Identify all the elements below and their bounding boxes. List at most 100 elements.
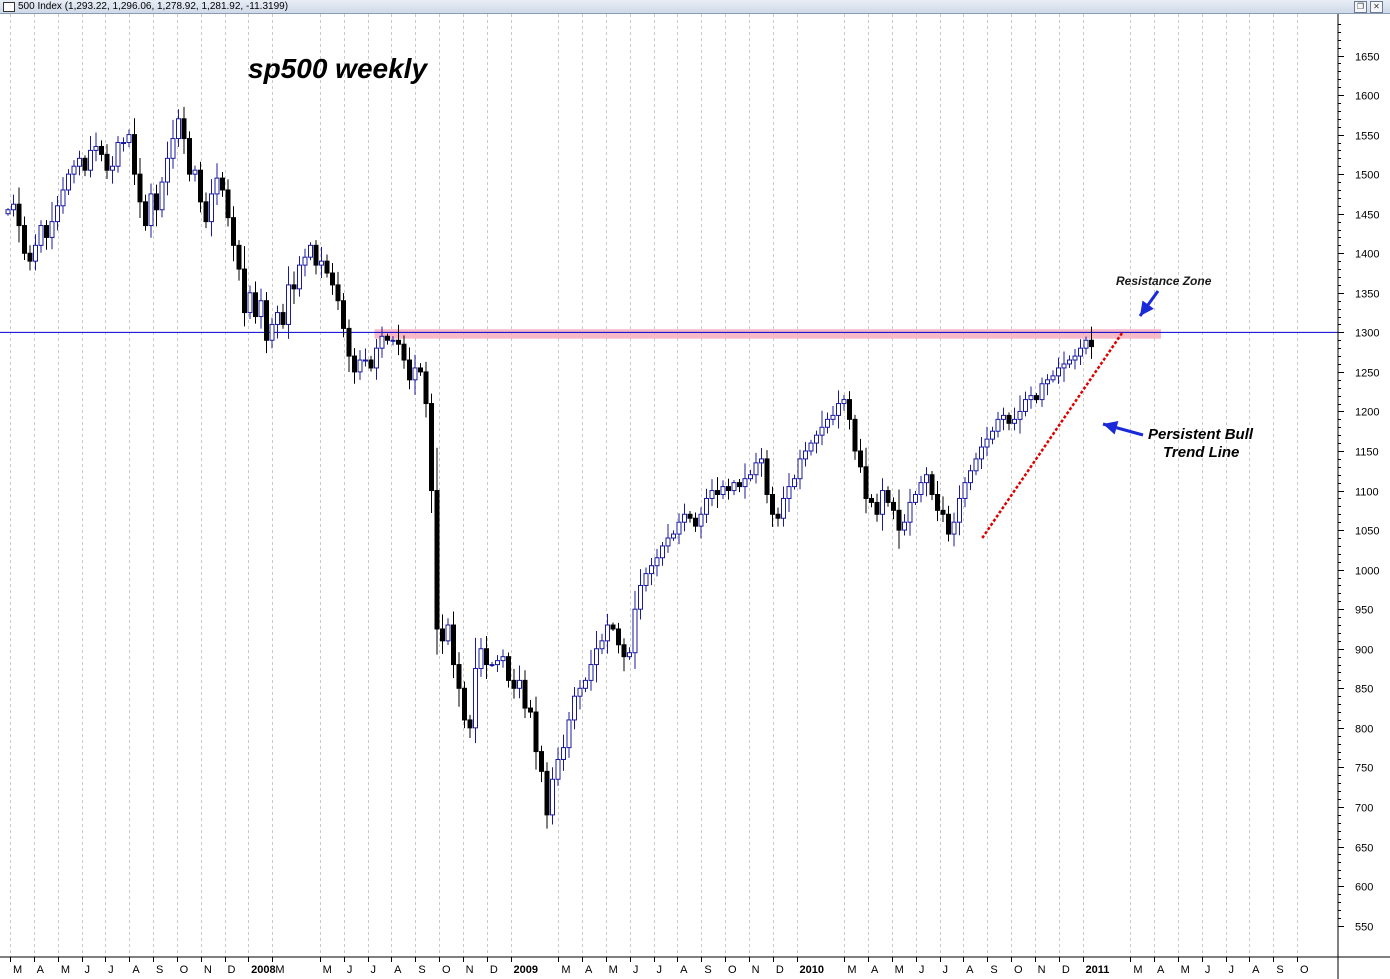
restore-button[interactable]: ❐ bbox=[1354, 1, 1367, 13]
y-tick-label: 1300 bbox=[1355, 328, 1379, 340]
candle-body bbox=[643, 573, 649, 586]
candle-body bbox=[451, 624, 456, 666]
candle-body bbox=[429, 403, 434, 492]
x-tick-label: O bbox=[728, 964, 737, 976]
x-tick-label: A bbox=[966, 964, 974, 976]
candle-body bbox=[665, 537, 671, 547]
candle-body bbox=[858, 450, 863, 468]
candle-body bbox=[577, 687, 583, 697]
candle-body bbox=[660, 545, 665, 559]
candle-body bbox=[863, 466, 869, 499]
candle-body bbox=[16, 203, 22, 227]
candle-body bbox=[539, 751, 544, 772]
x-tick-label: M bbox=[847, 964, 856, 976]
candle-body bbox=[242, 268, 247, 314]
candle-body bbox=[698, 513, 704, 527]
x-tick-label: M bbox=[275, 964, 284, 976]
candle-body bbox=[478, 648, 484, 670]
x-tick-label: M bbox=[61, 964, 70, 976]
candle-body bbox=[203, 201, 209, 223]
candle-body bbox=[572, 695, 577, 721]
resistance-zone-band bbox=[374, 329, 1161, 339]
y-tick-label: 1100 bbox=[1355, 487, 1379, 499]
bull-trend-line bbox=[981, 331, 1124, 539]
candle-body bbox=[313, 244, 319, 266]
candle-body bbox=[566, 719, 572, 749]
candle-body bbox=[132, 134, 137, 175]
y-tick-label: 1200 bbox=[1355, 407, 1379, 419]
candle-body bbox=[869, 497, 874, 503]
x-tick-label: A bbox=[1157, 964, 1165, 976]
x-tick-label: A bbox=[871, 964, 879, 976]
x-tick-label: A bbox=[1252, 964, 1260, 976]
candle-body bbox=[907, 501, 913, 523]
candle-body bbox=[121, 142, 126, 145]
candle-body bbox=[379, 335, 385, 349]
chart-window-icon bbox=[3, 2, 15, 12]
candle-body bbox=[561, 747, 566, 760]
candle-body bbox=[390, 339, 396, 342]
candle-body bbox=[924, 474, 929, 484]
candle-body bbox=[473, 668, 478, 729]
candle-body bbox=[616, 628, 621, 646]
x-axis: M A M J J A S O N D 2008 M M J J A S O N D 2009 M A M J J A S O N D 201… bbox=[10, 957, 1309, 976]
x-tick-label: D bbox=[776, 964, 784, 976]
candle-body bbox=[748, 474, 753, 480]
y-tick-label: 1500 bbox=[1355, 170, 1379, 182]
candle-body bbox=[770, 494, 775, 515]
candle-body bbox=[555, 758, 561, 780]
y-tick-label: 1000 bbox=[1355, 566, 1379, 578]
candle-body bbox=[401, 343, 407, 361]
candle-body bbox=[896, 509, 902, 531]
x-tick-label: J bbox=[633, 964, 639, 976]
y-tick-label: 1650 bbox=[1355, 52, 1379, 64]
candle-body bbox=[885, 490, 891, 503]
candle-body bbox=[71, 165, 77, 175]
candle-body bbox=[434, 490, 440, 630]
candle-body bbox=[825, 418, 830, 428]
x-tick-label: O bbox=[442, 964, 451, 976]
grid-lines bbox=[10, 14, 1298, 957]
candle-body bbox=[759, 458, 764, 464]
candle-body bbox=[104, 153, 110, 171]
x-tick-label: A bbox=[394, 964, 402, 976]
candle-body bbox=[979, 446, 984, 460]
candle-body bbox=[170, 138, 176, 159]
candle-body bbox=[1017, 410, 1023, 420]
candle-body bbox=[82, 157, 88, 171]
y-tick-label: 650 bbox=[1355, 843, 1373, 855]
x-tick-label: S bbox=[990, 964, 997, 976]
y-tick-label: 750 bbox=[1355, 763, 1373, 775]
candle-body bbox=[935, 494, 940, 511]
candle-body bbox=[682, 513, 687, 523]
candle-body bbox=[280, 312, 286, 325]
candle-body bbox=[192, 169, 198, 175]
x-tick-label: J bbox=[657, 964, 663, 976]
candle-body bbox=[302, 256, 308, 266]
candle-body bbox=[517, 679, 522, 689]
candle-body bbox=[957, 497, 962, 523]
close-button[interactable]: ✕ bbox=[1370, 1, 1383, 13]
candle-body bbox=[286, 284, 291, 325]
x-tick-label: N bbox=[752, 964, 760, 976]
candle-body bbox=[506, 656, 511, 681]
x-tick-label: O bbox=[1300, 964, 1309, 976]
x-tick-label: J bbox=[1205, 964, 1211, 976]
trend-line-label-2: Trend Line bbox=[1163, 444, 1239, 461]
candle-body bbox=[704, 497, 709, 515]
candle-body bbox=[159, 181, 165, 211]
candle-body bbox=[841, 399, 847, 405]
candle-body bbox=[693, 517, 698, 527]
x-tick-label: J bbox=[1229, 964, 1235, 976]
candle-body bbox=[632, 608, 638, 654]
plot-background bbox=[0, 14, 1390, 979]
candle-body bbox=[1001, 414, 1006, 420]
candle-body bbox=[352, 355, 357, 373]
window-title-bar: 500 Index (1,293.22, 1,296.06, 1,278.92,… bbox=[0, 0, 1390, 14]
x-tick-label: D bbox=[1062, 964, 1070, 976]
x-tick-label: 2009 bbox=[514, 964, 538, 976]
candle-body bbox=[836, 403, 841, 416]
x-tick-label: M bbox=[895, 964, 904, 976]
candle-body bbox=[495, 660, 500, 666]
candle-body bbox=[225, 189, 231, 219]
